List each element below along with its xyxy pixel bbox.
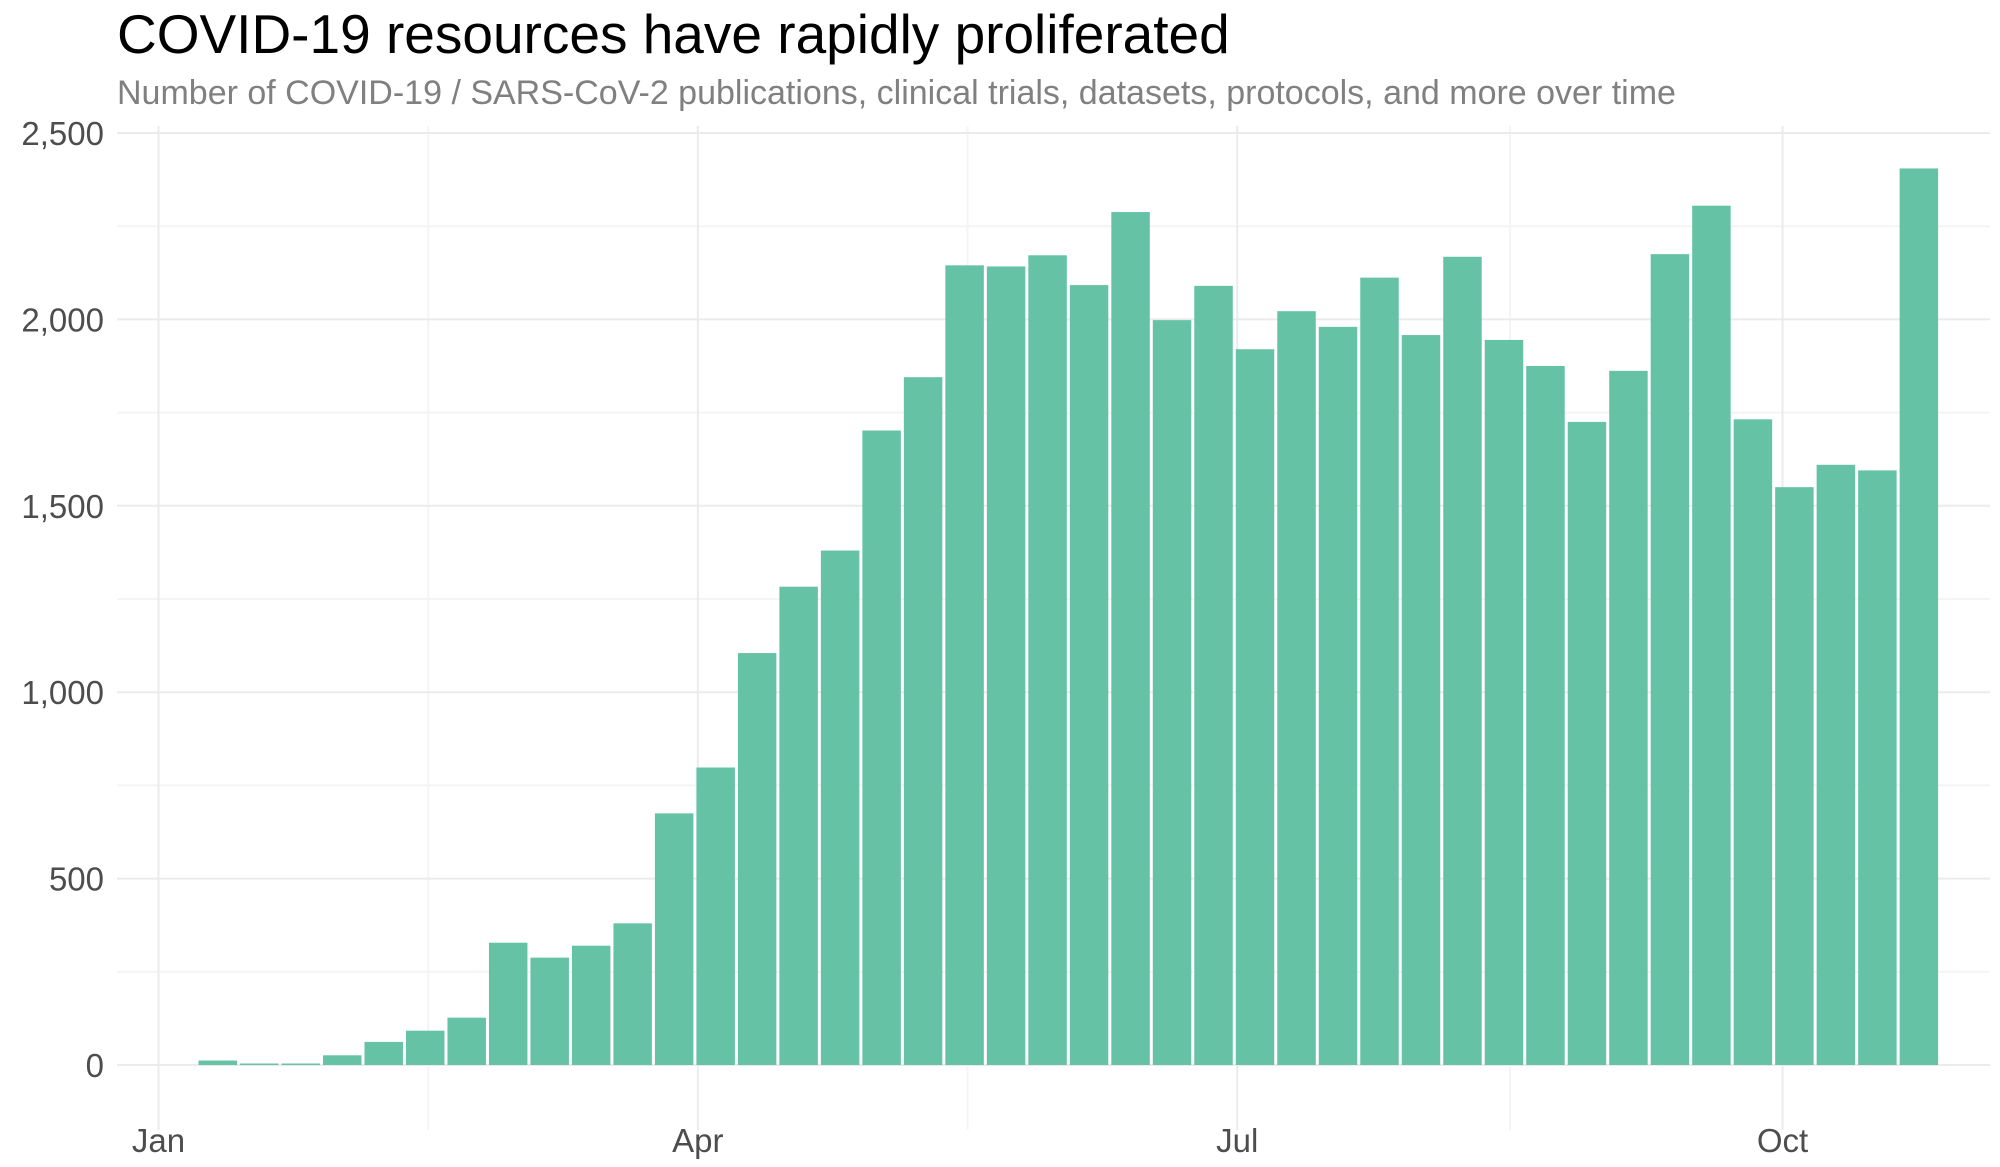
bar [1526,366,1565,1065]
y-tick-label: 2,500 [21,115,104,152]
bar [198,1060,238,1065]
bar [820,550,860,1065]
bar [654,813,694,1065]
bar [1360,277,1399,1066]
bar [405,1030,445,1065]
bar [1899,168,1939,1065]
bar [364,1041,403,1065]
bar [1484,339,1524,1065]
bar [1650,254,1690,1065]
x-tick-label: Jan [132,1122,185,1159]
bar [1775,487,1814,1065]
bar [986,266,1026,1065]
bar [1277,311,1316,1066]
bar [696,767,735,1065]
bar [613,923,652,1065]
bar [1194,285,1233,1065]
bar [1028,255,1067,1066]
y-axis-tick-labels: 0 500 1,000 1,500 2,000 2,500 [21,115,104,1084]
bar [281,1063,320,1065]
y-tick-label: 1,500 [21,488,104,525]
chart-title: COVID-19 resources have rapidly prolifer… [117,3,1230,65]
bar [1609,370,1648,1065]
bar [945,265,984,1065]
bar [903,377,943,1066]
x-axis-tick-labels: Jan Apr Jul Oct [132,1122,1808,1159]
x-tick-label: Apr [672,1122,723,1159]
bar [779,586,818,1065]
bar [737,653,777,1065]
bar [1111,212,1150,1066]
bar [1692,205,1731,1066]
bar [1235,349,1275,1065]
bar [447,1017,486,1065]
bar [1443,256,1482,1065]
bar [1069,285,1109,1065]
bar [571,945,611,1065]
bar [530,957,569,1065]
bar [862,430,901,1065]
y-tick-label: 500 [49,861,104,898]
bar [1318,326,1358,1066]
bar [1733,419,1773,1065]
bar [1401,335,1441,1065]
y-tick-label: 1,000 [21,674,104,711]
y-tick-label: 2,000 [21,301,104,338]
x-tick-label: Jul [1216,1122,1258,1159]
x-tick-label: Oct [1757,1122,1808,1159]
bar [1567,421,1607,1065]
bar [1858,470,1897,1065]
bar [240,1063,279,1065]
bar [322,1055,362,1065]
y-tick-label: 0 [86,1047,104,1084]
bars [198,168,1939,1066]
bar [1152,320,1192,1065]
bar [488,942,528,1065]
chart-subtitle: Number of COVID-19 / SARS-CoV-2 publicat… [117,74,1676,112]
bar [1816,464,1856,1065]
